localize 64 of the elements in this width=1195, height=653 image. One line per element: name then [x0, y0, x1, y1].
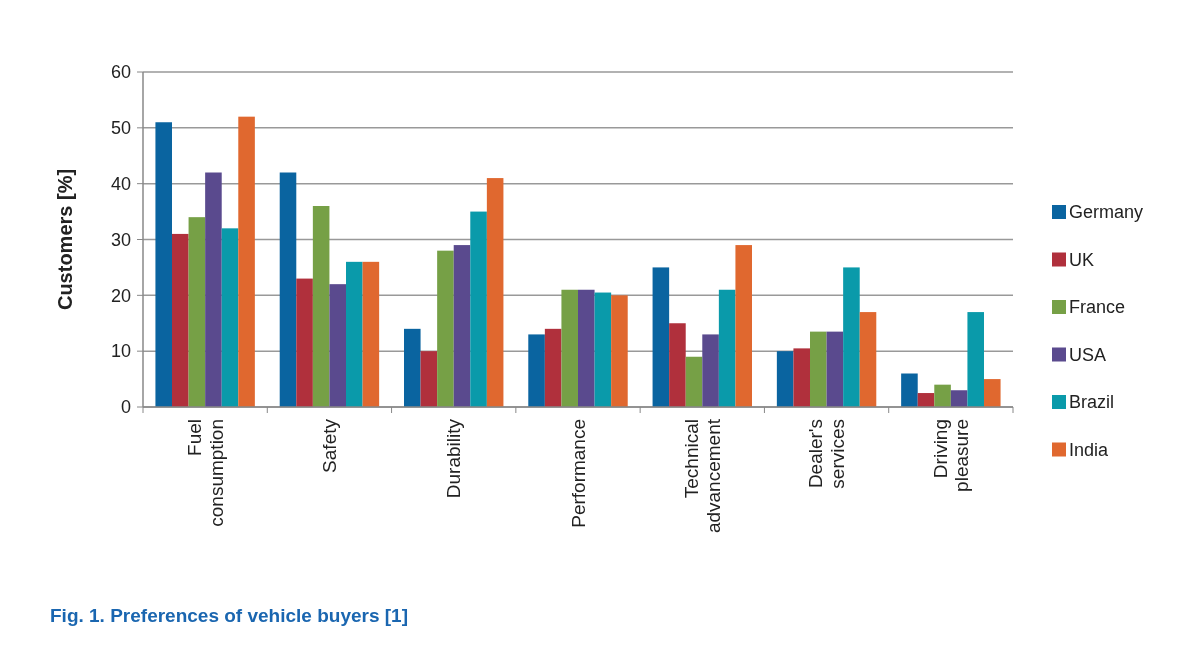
bar [702, 334, 719, 407]
bar [578, 289, 595, 407]
legend-label: Brazil [1069, 392, 1115, 413]
bar [172, 233, 189, 407]
bar [312, 206, 330, 407]
bar [611, 295, 628, 407]
bar [901, 373, 918, 407]
y-tick-label: 20 [110, 285, 131, 306]
bar [843, 267, 860, 407]
y-tick-label: 40 [110, 173, 131, 194]
y-tick-label: 0 [120, 397, 131, 418]
legend-label: France [1069, 297, 1126, 318]
bar [188, 217, 206, 407]
x-tick-label: Technical advancement [680, 418, 724, 534]
bar [279, 172, 297, 407]
bar [826, 331, 844, 407]
bar [967, 312, 984, 407]
bar [934, 384, 951, 407]
bar [917, 393, 935, 407]
y-tick-label: 50 [110, 118, 131, 139]
x-tick-label: Performance [567, 419, 589, 528]
bar [528, 334, 545, 407]
bar [221, 228, 239, 407]
bar [155, 122, 172, 407]
bar [453, 245, 471, 407]
bar [437, 250, 454, 407]
caption: Fig. 1. Preferences of vehicle buyers [1] [50, 605, 408, 626]
y-tick-label: 30 [110, 229, 131, 250]
bar [652, 267, 670, 407]
x-tick-label: Dealer's services [805, 419, 849, 489]
bar [594, 292, 612, 407]
x-tick-label: Driving pleasure [929, 419, 973, 492]
x-tick-label: Fuel consumption [183, 419, 227, 527]
x-tick-label: Durability [443, 418, 465, 499]
bar [296, 278, 313, 407]
bar [718, 289, 736, 407]
legend-label: India [1069, 439, 1110, 460]
y-tick-label: 10 [110, 341, 131, 362]
bar [404, 328, 421, 407]
bar [544, 328, 562, 407]
bar [735, 245, 752, 407]
bar [793, 348, 810, 407]
bar [346, 261, 363, 407]
bar [984, 379, 1001, 407]
bar [950, 390, 968, 407]
bar [685, 356, 703, 407]
x-tick-label: Safety [319, 418, 341, 473]
bar [669, 323, 686, 407]
y-tick-label: 60 [110, 62, 131, 83]
bar [776, 351, 794, 407]
y-axis-title: Customers [%] [54, 168, 76, 311]
legend-label: UK [1069, 249, 1095, 270]
bar [859, 312, 877, 407]
bar [561, 289, 578, 407]
bar [205, 172, 222, 407]
bar [486, 178, 504, 407]
legend-label: Germany [1069, 202, 1144, 223]
bar [470, 211, 487, 407]
bar [420, 351, 438, 407]
bar [362, 261, 380, 407]
bar [329, 284, 346, 407]
bar [238, 116, 255, 407]
bar [810, 331, 827, 407]
legend-label: USA [1069, 344, 1107, 365]
